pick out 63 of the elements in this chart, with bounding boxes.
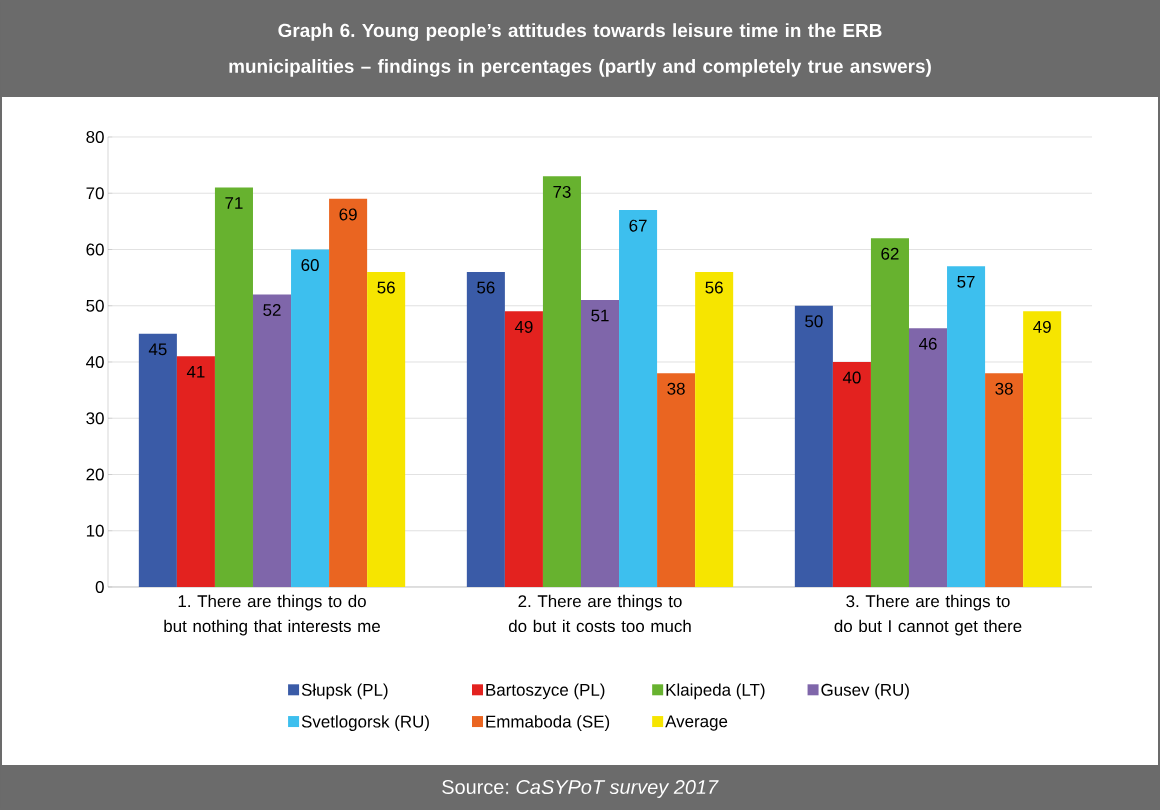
data-label: 45 <box>148 343 167 356</box>
data-label: 52 <box>263 304 281 316</box>
data-label: 69 <box>339 208 357 221</box>
bar <box>657 373 696 587</box>
x-tick-label: 1. There are things to do but nothing that interests me <box>164 594 380 636</box>
bar <box>542 176 581 587</box>
legend-label: Klaipeda (LT) <box>666 683 765 700</box>
bar <box>794 305 833 587</box>
data-label: 62 <box>881 247 899 260</box>
bar <box>1023 311 1062 587</box>
data-label: 38 <box>995 382 1013 395</box>
data-label: 38 <box>667 382 685 395</box>
legend-label: Emmaboda (SE) <box>486 715 610 731</box>
bar <box>252 294 292 587</box>
x-tick-label: 2. There are things to do but it costs too much <box>508 594 691 633</box>
data-label: 67 <box>629 219 647 232</box>
data-label: 57 <box>957 275 975 288</box>
data-label: 60 <box>301 259 319 271</box>
legend-label: Average <box>665 715 728 731</box>
data-label: 49 <box>514 320 533 333</box>
chart-title: Graph 6. Young people’s attitudes towards leisure time in the ERB municipalities – findings in percentages (partly and completely true answers) <box>229 23 931 77</box>
bar <box>329 198 368 587</box>
bar <box>619 210 658 587</box>
legend-label: Svetlogorsk (RU) <box>301 715 429 731</box>
y-tick-label: 80 <box>86 130 104 143</box>
data-label: 41 <box>186 365 205 378</box>
y-tick-label: 0 <box>95 580 104 593</box>
y-tick-label: 20 <box>86 468 104 481</box>
bar <box>985 373 1024 587</box>
bar <box>870 238 909 587</box>
data-label: 56 <box>377 281 395 294</box>
y-tick-label: 60 <box>86 243 104 256</box>
y-tick-label: 40 <box>86 355 104 368</box>
bar <box>291 249 330 587</box>
data-label: 50 <box>805 315 823 328</box>
bar <box>176 356 215 587</box>
bar <box>947 266 986 587</box>
data-label: 73 <box>553 185 571 198</box>
bar <box>214 187 253 587</box>
data-label: 51 <box>591 309 609 322</box>
data-label: 46 <box>918 337 937 350</box>
data-label: 71 <box>225 197 243 209</box>
legend-label: Bartoszyce (PL) <box>486 683 605 700</box>
y-tick-label: 50 <box>86 299 104 312</box>
bar <box>504 311 543 587</box>
data-label: 49 <box>1033 320 1051 333</box>
legend-label: Słupsk (PL) <box>301 683 388 700</box>
bar <box>367 271 406 587</box>
bar <box>138 333 177 587</box>
data-label: 40 <box>842 371 861 384</box>
y-tick-label: 10 <box>86 524 104 537</box>
bar <box>466 271 505 587</box>
legend-label: Gusev (RU) <box>821 683 909 700</box>
y-tick-label: 30 <box>86 412 104 425</box>
bar <box>908 328 948 587</box>
data-label: 56 <box>705 281 723 294</box>
bar <box>580 300 620 587</box>
data-label: 56 <box>477 281 495 294</box>
bar <box>832 361 871 587</box>
y-tick-label: 70 <box>86 187 104 200</box>
x-tick-label: 3. There are things to do but I cannot get there <box>834 594 1022 636</box>
source-note: Source: CaSYPoT survey 2017 <box>442 779 719 799</box>
bar <box>695 271 734 587</box>
